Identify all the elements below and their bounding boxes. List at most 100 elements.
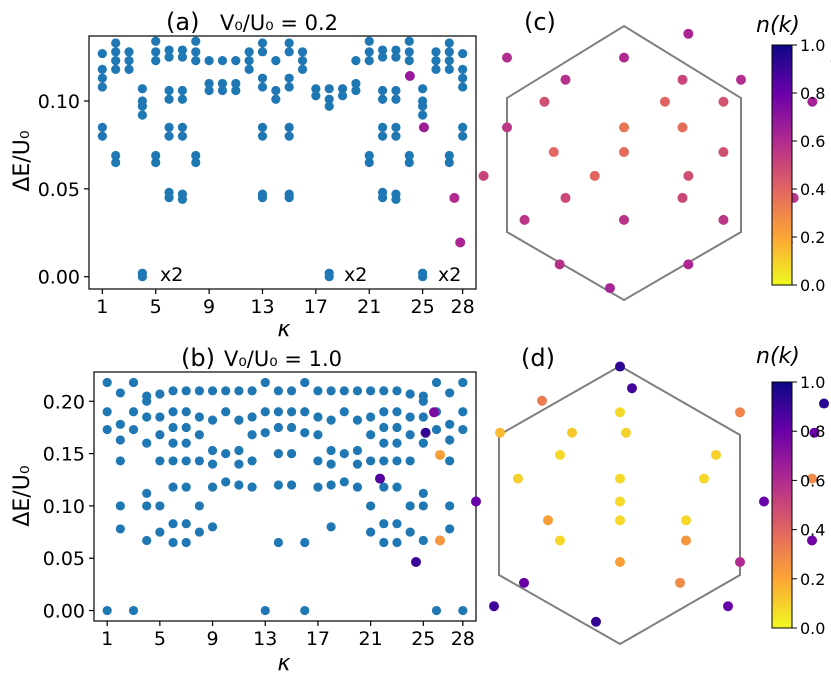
brillouin-zone-hexagon-c [506, 24, 742, 302]
colorbar-gradient-d [771, 381, 793, 629]
data-point [234, 459, 244, 469]
x-tick-label: 1 [96, 296, 108, 318]
data-point [418, 101, 428, 111]
data-point [339, 386, 349, 396]
annotation-x2: x2 [160, 264, 183, 286]
data-point [392, 422, 402, 433]
data-point [364, 157, 374, 168]
y-tick-label: 0.05 [43, 548, 85, 570]
data-point [234, 445, 244, 456]
momentum-point [677, 74, 688, 85]
data-point [164, 94, 174, 104]
data-point [339, 449, 349, 459]
data-point [339, 407, 349, 417]
data-point [324, 101, 334, 111]
momentum-point [478, 170, 489, 181]
data-point [204, 55, 214, 66]
ticks-a: 1 5 9 13 17 21 25 28 0.00 0.05 0.10 [38, 91, 475, 318]
data-point [286, 480, 297, 490]
colorbar-tick-label: 0.2 [800, 570, 825, 589]
data-point [391, 131, 401, 141]
momentum-point [560, 192, 571, 203]
data-point [164, 52, 174, 62]
data-point [207, 386, 218, 396]
momentum-point [807, 96, 818, 107]
data-point [405, 412, 415, 422]
data-point [257, 82, 268, 92]
data-point [102, 424, 112, 435]
data-point [102, 407, 112, 417]
data-point [273, 422, 284, 433]
data-point [379, 519, 389, 529]
data-point [431, 55, 441, 66]
data-point [444, 38, 454, 48]
data-point [273, 537, 284, 548]
data-point [191, 47, 201, 57]
data-point [458, 605, 468, 616]
panel-label-d: (d) [521, 344, 555, 372]
data-point [217, 55, 228, 66]
data-point [102, 605, 112, 616]
data-point [379, 482, 389, 492]
data-point [445, 524, 455, 534]
data-point [352, 386, 363, 396]
data-point [377, 94, 388, 104]
x-tick-label: 21 [357, 296, 381, 318]
momentum-point [554, 259, 565, 270]
data-point [418, 272, 428, 282]
momentum-point [615, 361, 625, 372]
momentum-point [615, 496, 625, 507]
x-tick-label: 21 [359, 628, 383, 650]
data-point [377, 45, 388, 55]
ticks-b: 1 5 9 13 17 21 25 28 0.00 0.05 0.10 0.15 0.20 [43, 391, 475, 650]
data-point [181, 422, 191, 433]
data-point [273, 386, 284, 396]
data-point [128, 605, 139, 616]
data-point [97, 82, 107, 92]
data-point [418, 84, 428, 94]
x-tick-label: 25 [411, 628, 435, 650]
momentum-point [723, 601, 733, 612]
data-point [257, 38, 268, 48]
data-point [364, 150, 374, 161]
momentum-point [418, 122, 429, 133]
data-point [366, 527, 376, 537]
x-tick-label: 5 [154, 628, 166, 650]
momentum-point [807, 473, 817, 484]
momentum-point [502, 122, 512, 133]
data-point [351, 85, 361, 96]
data-point [128, 407, 139, 417]
momentum-point [495, 427, 505, 438]
momentum-point [619, 122, 629, 133]
colorbar-title-c: n(k) [756, 13, 800, 38]
colorbar-ticks-d: 0.0 0.2 0.4 0.6 0.8 1.0 [792, 373, 825, 638]
data-point [115, 419, 125, 429]
data-point [351, 78, 361, 89]
plot-frame-b [93, 371, 477, 622]
momentum-point [736, 74, 746, 85]
data-point [194, 386, 204, 396]
data-point [458, 122, 468, 132]
data-point [217, 78, 228, 89]
data-point [168, 537, 178, 548]
y-tick-label: 0.10 [38, 91, 80, 113]
data-point [168, 422, 178, 433]
momentum-point [683, 28, 694, 39]
data-point [366, 456, 376, 466]
data-point [177, 85, 188, 96]
data-point [418, 488, 428, 498]
data-point [231, 78, 241, 89]
data-point [97, 131, 107, 141]
data-point [168, 407, 178, 417]
momentum-point [615, 407, 625, 418]
data-point [181, 519, 191, 529]
data-point [177, 122, 188, 132]
momentum-point [681, 515, 691, 526]
data-point [137, 101, 147, 111]
colorbar-tick-label: 0.0 [800, 619, 825, 638]
data-point [177, 52, 188, 62]
y-tick-label: 0.20 [43, 391, 85, 413]
data-point [164, 122, 174, 132]
data-point [247, 386, 257, 396]
